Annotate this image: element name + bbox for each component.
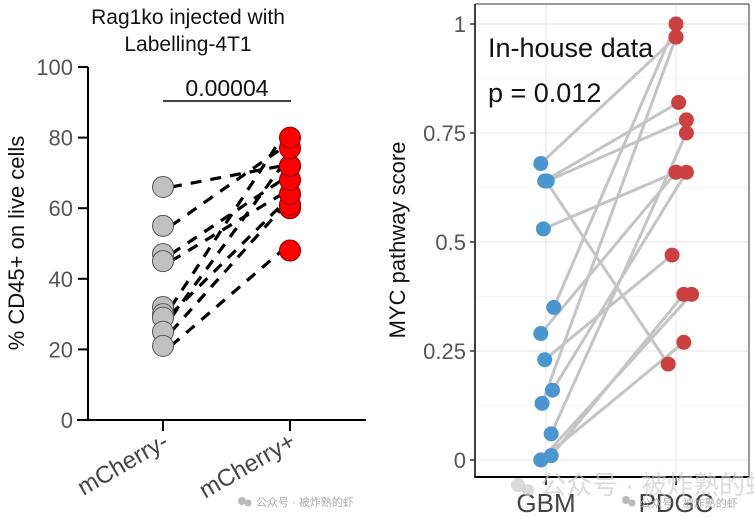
right-point-gbm: [533, 326, 549, 342]
right-pair-line: [542, 170, 677, 231]
right-pair-line: [540, 36, 678, 404]
wechat-icon: [238, 497, 246, 505]
left-title-line2: Labelling-4T1: [124, 33, 251, 56]
right-point-pdgc: [671, 94, 687, 110]
p-value-label: p = 0.012: [488, 78, 601, 108]
left-pair-line: [169, 203, 284, 316]
in-house-data-label: In-house data: [488, 33, 654, 63]
right-point-pdgc: [668, 29, 684, 45]
right-pair-line: [539, 171, 678, 335]
left-point-mcherry-neg: [152, 334, 174, 357]
watermark-text-3: 公众号 · 被炸熟的虾: [640, 496, 738, 510]
right-point-gbm: [535, 221, 551, 237]
left-chart: Rag1ko injected with Labelling-4T1 0 20 40…: [4, 6, 366, 504]
right-y-tick-label: 1: [454, 12, 466, 37]
left-pair-line: [170, 146, 283, 228]
left-pair-line: [169, 136, 284, 308]
right-point-gbm: [534, 395, 550, 411]
right-point-gbm: [538, 173, 554, 189]
left-pair-line: [169, 207, 284, 333]
left-title-line1: Rag1ko injected with: [91, 6, 285, 29]
left-pair-line: [170, 192, 283, 263]
right-pair-line: [543, 101, 680, 183]
left-y-tick-label: 20: [49, 337, 73, 362]
right-point-gbm: [543, 426, 559, 442]
left-pair-line: [169, 249, 284, 348]
left-pair-line: [170, 164, 283, 189]
right-point-gbm: [533, 452, 549, 468]
right-point-gbm: [537, 352, 553, 368]
watermark-text-2: 公众号 · 被炸熟的虾: [540, 470, 754, 500]
right-point-pdgc: [678, 164, 694, 180]
right-point-pdgc: [678, 112, 694, 128]
wechat-icon: [622, 496, 630, 504]
right-y-tick-label: 0: [454, 448, 466, 473]
left-x-label-mcherry-pos: mCherry+: [195, 428, 300, 504]
right-chart: 0 0.25 0.5 0.75 1 MYC pathway score In-house…: [385, 3, 750, 518]
left-point-mcherry-pos: [279, 239, 301, 262]
watermark-2: 公众号 · 被炸熟的虾: [511, 470, 754, 500]
right-y-tick-label: 0.5: [435, 230, 466, 255]
significance-p-value: 0.00004: [185, 75, 268, 101]
left-y-ticks: 0 20 40 60 80 100: [36, 55, 88, 433]
right-y-ticks: 0 0.25 0.5 0.75 1: [423, 12, 475, 473]
left-y-tick-label: 80: [49, 126, 73, 151]
right-point-gbm: [546, 299, 562, 315]
right-point-pdgc: [678, 125, 694, 141]
right-pair-line: [544, 180, 670, 365]
right-point-pdgc: [668, 16, 684, 32]
left-y-axis-label: % CD45+ on live cells: [4, 136, 29, 351]
right-pair-line: [552, 23, 678, 308]
watermark-1: 公众号 · 被炸熟的虾: [238, 495, 354, 509]
right-points: [533, 16, 700, 468]
left-point-mcherry-neg: [152, 250, 174, 273]
right-pair-line: [549, 132, 688, 435]
right-pair-line: [539, 341, 685, 462]
right-point-pdgc: [664, 247, 680, 263]
left-y-tick-label: 0: [61, 408, 73, 433]
right-y-axis-label: MYC pathway score: [385, 142, 410, 339]
wechat-icon: [511, 478, 525, 492]
watermark-3: 公众号 · 被炸熟的虾: [622, 496, 738, 510]
left-point-mcherry-neg: [152, 214, 174, 237]
left-x-label-mcherry-neg: mCherry-: [73, 428, 173, 501]
right-point-gbm: [533, 156, 549, 172]
left-point-mcherry-pos: [279, 126, 301, 149]
right-pair-line: [539, 293, 693, 462]
right-point-pdgc: [660, 356, 676, 372]
right-y-tick-label: 0.75: [423, 121, 466, 146]
wechat-icon-bubble: [244, 499, 252, 507]
wechat-icon-bubble: [522, 484, 534, 496]
right-y-tick-label: 0.25: [423, 339, 466, 364]
left-y-tick-label: 60: [49, 196, 73, 221]
right-pair-line: [546, 118, 688, 183]
left-y-tick-label: 40: [49, 267, 73, 292]
right-pair-line: [539, 35, 678, 165]
wechat-icon-bubble: [628, 499, 636, 507]
right-x-label-pdgc: PDGC: [638, 488, 713, 518]
right-point-gbm: [545, 382, 560, 398]
right-point-pdgc: [676, 334, 692, 350]
left-pair-line: [170, 178, 283, 256]
right-panel-background: [475, 4, 748, 477]
left-points: [152, 126, 301, 357]
left-point-mcherry-neg: [152, 176, 174, 199]
right-point-pdgc: [684, 286, 700, 302]
left-pair-lines: [169, 136, 284, 348]
left-y-tick-label: 100: [36, 55, 73, 80]
right-point-pdgc: [668, 164, 684, 180]
watermark-text-1: 公众号 · 被炸熟的虾: [256, 495, 354, 509]
right-pair-lines: [539, 23, 693, 462]
